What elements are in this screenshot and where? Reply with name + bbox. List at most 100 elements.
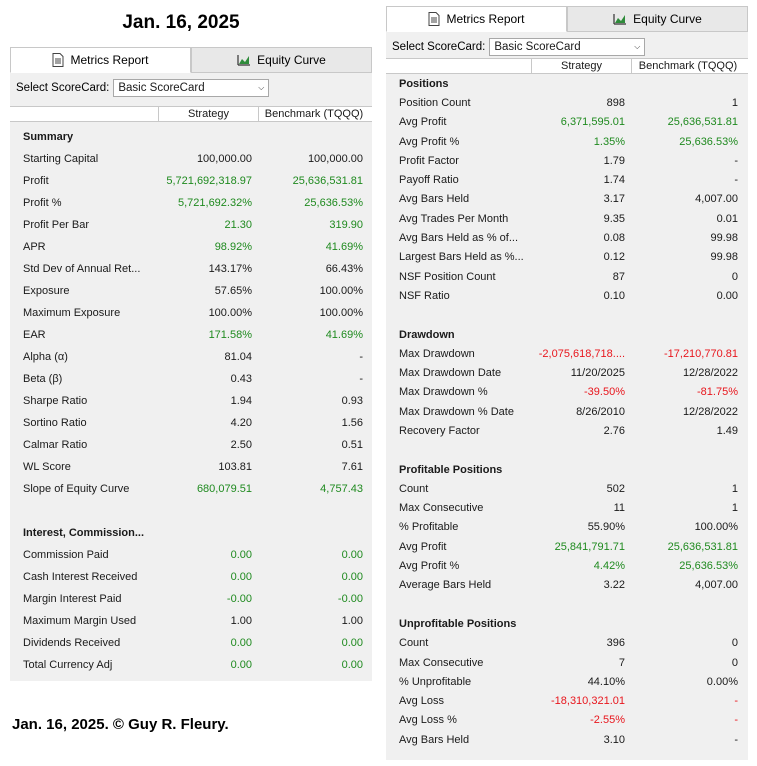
strategy-value: 0.12 <box>603 251 625 264</box>
table-row[interactable]: Profit 5,721,692,318.97 25,636,531.81 <box>10 170 372 192</box>
table-row[interactable]: Profit % 5,721,692.32% 25,636.53% <box>10 192 372 214</box>
table-row[interactable]: Cash Interest Received 0.00 0.00 <box>10 566 372 588</box>
tab-metrics-report[interactable]: Metrics Report <box>10 47 191 73</box>
table-row[interactable]: Average Bars Held 3.22 4,007.00 <box>386 576 748 595</box>
spacer-row <box>10 500 372 522</box>
table-row[interactable]: Maximum Exposure 100.00% 100.00% <box>10 302 372 324</box>
table-row[interactable]: Commission Paid 0.00 0.00 <box>10 544 372 566</box>
strategy-value: 3.22 <box>603 579 625 592</box>
benchmark-value: 25,636.53% <box>679 135 738 148</box>
table-row[interactable]: Avg Profit % 4.42% 25,636.53% <box>386 556 748 575</box>
table-row[interactable]: Beta (β) 0.43 - <box>10 368 372 390</box>
table-row[interactable]: Sortino Ratio 4.20 1.56 <box>10 412 372 434</box>
metric-label: Max Consecutive <box>399 656 484 669</box>
benchmark-value: 0.00 <box>341 637 363 649</box>
strategy-value: 103.81 <box>218 461 252 473</box>
table-row[interactable]: Margin Interest Paid -0.00 -0.00 <box>10 588 372 610</box>
table-row[interactable]: Position Count 898 1 <box>386 93 748 112</box>
scorecard-select[interactable]: Basic ScoreCard ⌵ <box>489 38 646 56</box>
metric-label: Avg Profit % <box>399 135 460 148</box>
table-row[interactable]: Std Dev of Annual Ret... 143.17% 66.43% <box>10 258 372 280</box>
benchmark-value: - <box>734 154 738 167</box>
table-row[interactable]: EAR 171.58% 41.69% <box>10 324 372 346</box>
strategy-value: 8/26/2010 <box>576 405 625 418</box>
header-benchmark[interactable]: Benchmark (TQQQ) <box>258 107 369 121</box>
table-row[interactable]: Starting Capital 100,000.00 100,000.00 <box>10 148 372 170</box>
header-benchmark[interactable]: Benchmark (TQQQ) <box>631 59 744 73</box>
table-row[interactable]: Dividends Received 0.00 0.00 <box>10 632 372 654</box>
table-row[interactable]: Max Consecutive 11 1 <box>386 499 748 518</box>
strategy-value: 3.17 <box>603 193 625 206</box>
table-row[interactable]: Recovery Factor 2.76 1.49 <box>386 421 748 440</box>
table-header: Strategy Benchmark (TQQQ) <box>10 106 372 122</box>
tab-metrics-report[interactable]: Metrics Report <box>386 6 567 32</box>
metric-label: Sharpe Ratio <box>23 395 88 407</box>
strategy-value: 0.00 <box>230 637 252 649</box>
metric-label: Max Drawdown <box>399 347 475 360</box>
tab-equity-curve[interactable]: Equity Curve <box>567 6 748 32</box>
table-row[interactable]: Avg Profit % 1.35% 25,636.53% <box>386 132 748 151</box>
metric-label: Profit <box>23 175 49 187</box>
metric-label: Margin Interest Paid <box>23 593 122 605</box>
table-row[interactable]: NSF Ratio 0.10 0.00 <box>386 286 748 305</box>
table-row[interactable]: Avg Profit 6,371,595.01 25,636,531.81 <box>386 113 748 132</box>
table-row[interactable]: Exposure 57.65% 100.00% <box>10 280 372 302</box>
section-header: Unprofitable Positions <box>386 614 748 633</box>
strategy-value: 0.00 <box>230 571 252 583</box>
table-row[interactable]: Avg Profit 25,841,791.71 25,636,531.81 <box>386 537 748 556</box>
table-row[interactable]: Maximum Margin Used 1.00 1.00 <box>10 610 372 632</box>
table-row[interactable]: WL Score 103.81 7.61 <box>10 456 372 478</box>
table-row[interactable]: Max Consecutive 7 0 <box>386 653 748 672</box>
table-row[interactable]: Calmar Ratio 2.50 0.51 <box>10 434 372 456</box>
table-row[interactable]: Count 396 0 <box>386 634 748 653</box>
table-row[interactable]: Max Drawdown Date 11/20/2025 12/28/2022 <box>386 363 748 382</box>
strategy-value: 2.50 <box>230 439 252 451</box>
table-row[interactable]: Total Currency Adj 0.00 0.00 <box>10 654 372 676</box>
table-row[interactable]: Alpha (α) 81.04 - <box>10 346 372 368</box>
benchmark-value: 99.98 <box>710 232 738 245</box>
table-row[interactable]: Max Drawdown -2,075,618,718.... -17,210,77… <box>386 344 748 363</box>
table-row[interactable]: Profit Per Bar 21.30 319.90 <box>10 214 372 236</box>
strategy-value: 502 <box>606 482 625 495</box>
header-strategy[interactable]: Strategy <box>531 59 631 73</box>
table-row[interactable]: APR 98.92% 41.69% <box>10 236 372 258</box>
benchmark-value: 0.00 <box>341 571 363 583</box>
scorecard-row: Select ScoreCard: Basic ScoreCard ⌵ <box>386 35 748 59</box>
benchmark-value: 0.51 <box>341 439 363 451</box>
document-icon <box>52 53 64 67</box>
table-row[interactable]: NSF Position Count 87 0 <box>386 267 748 286</box>
table-row[interactable]: Profit Factor 1.79 - <box>386 151 748 170</box>
table-row[interactable]: Largest Bars Held as %... 0.12 99.98 <box>386 248 748 267</box>
benchmark-value: - <box>734 714 738 727</box>
benchmark-value: 0.00% <box>706 675 738 688</box>
table-row[interactable]: Avg Loss -18,310,321.01 - <box>386 692 748 711</box>
table-row[interactable]: Max Drawdown % Date 8/26/2010 12/28/2022 <box>386 402 748 421</box>
table-row[interactable]: Avg Bars Held as % of... 0.08 99.98 <box>386 228 748 247</box>
table-row[interactable]: Sharpe Ratio 1.94 0.93 <box>10 390 372 412</box>
table-row[interactable]: Avg Trades Per Month 9.35 0.01 <box>386 209 748 228</box>
metric-label: Max Drawdown % <box>399 386 488 399</box>
table-row[interactable]: Slope of Equity Curve 680,079.51 4,757.43 <box>10 478 372 500</box>
strategy-value: 171.58% <box>208 329 252 341</box>
table-row[interactable]: % Profitable 55.90% 100.00% <box>386 518 748 537</box>
scorecard-value: Basic ScoreCard <box>494 41 581 53</box>
tab-label: Metrics Report <box>70 53 149 67</box>
table-row[interactable]: Max Drawdown % -39.50% -81.75% <box>386 383 748 402</box>
tab-equity-curve[interactable]: Equity Curve <box>191 47 372 73</box>
benchmark-value: - <box>734 695 738 708</box>
metric-label: Recovery Factor <box>399 424 480 437</box>
metric-label: Max Drawdown % Date <box>399 405 514 418</box>
tab-label: Metrics Report <box>446 12 525 26</box>
table-row[interactable]: Avg Loss % -2.55% - <box>386 711 748 730</box>
table-row[interactable]: % Unprofitable 44.10% 0.00% <box>386 672 748 691</box>
table-row[interactable]: Count 502 1 <box>386 479 748 498</box>
table-row[interactable]: Avg Bars Held 3.10 - <box>386 730 748 749</box>
strategy-value: -18,310,321.01 <box>550 695 625 708</box>
benchmark-value: 12/28/2022 <box>682 367 738 380</box>
strategy-value: 98.92% <box>214 241 252 253</box>
document-icon <box>428 12 440 26</box>
header-strategy[interactable]: Strategy <box>158 107 258 121</box>
scorecard-select[interactable]: Basic ScoreCard ⌵ <box>113 79 270 97</box>
table-row[interactable]: Payoff Ratio 1.74 - <box>386 170 748 189</box>
table-row[interactable]: Avg Bars Held 3.17 4,007.00 <box>386 190 748 209</box>
